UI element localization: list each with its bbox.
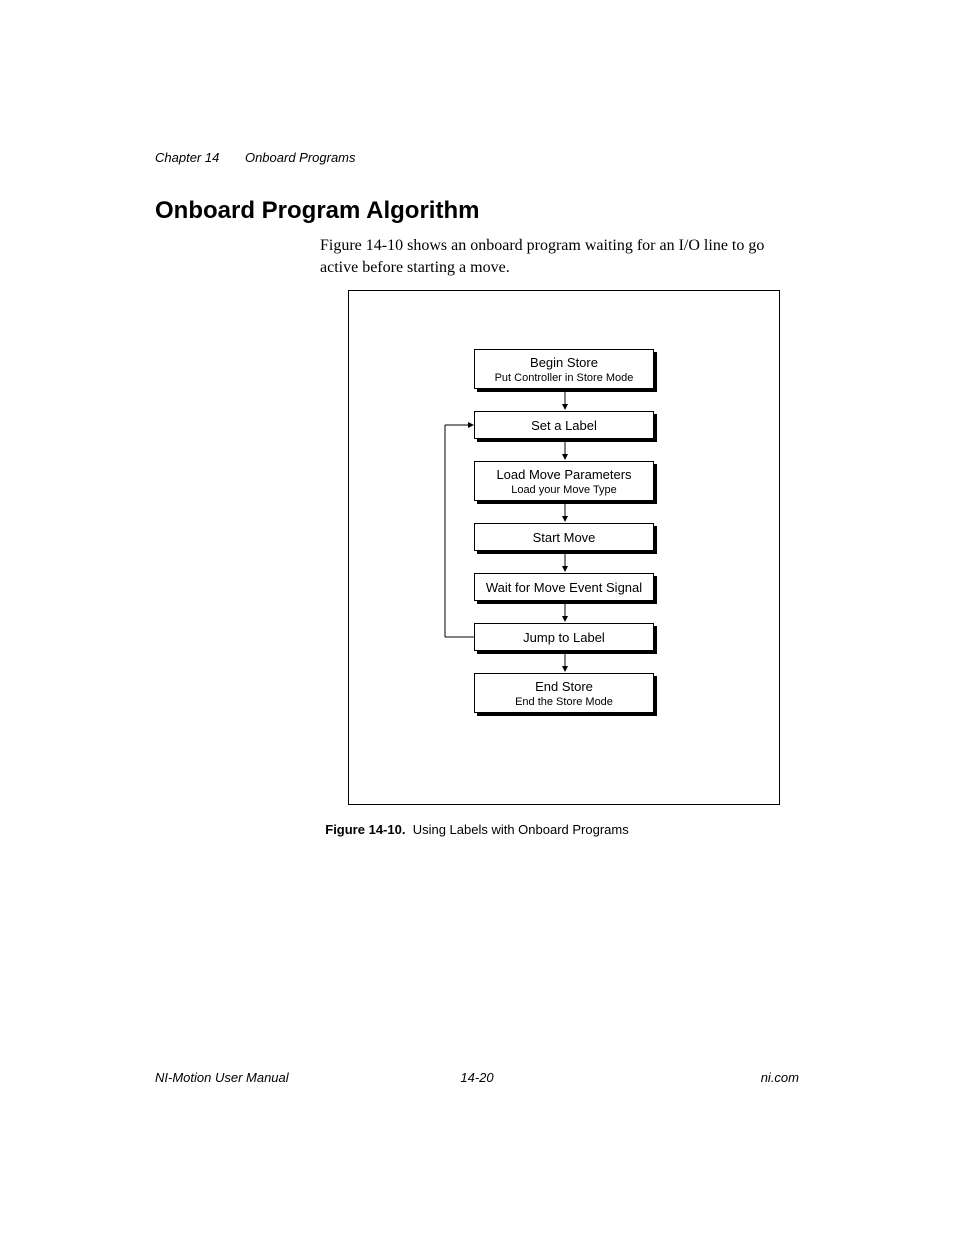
flow-node-label: Set a Label — [474, 411, 654, 439]
flow-node-subtitle: End the Store Mode — [515, 696, 613, 708]
flow-node-begin: Begin Store Put Controller in Store Mode — [474, 349, 654, 389]
flow-node-title: End Store — [535, 679, 593, 694]
figure-caption-label: Figure 14-10. — [325, 822, 405, 837]
flow-node-subtitle: Put Controller in Store Mode — [495, 372, 634, 384]
footer-center: 14-20 — [0, 1070, 954, 1085]
figure-frame: Begin Store Put Controller in Store Mode S… — [348, 290, 780, 805]
header-title: Onboard Programs — [245, 150, 356, 165]
flow-node-title: Wait for Move Event Signal — [486, 580, 642, 595]
flow-node-start: Start Move — [474, 523, 654, 551]
flow-node-wait: Wait for Move Event Signal — [474, 573, 654, 601]
footer-right: ni.com — [761, 1070, 799, 1085]
flow-node-title: Begin Store — [530, 355, 598, 370]
flow-node-subtitle: Load your Move Type — [511, 484, 617, 496]
figure-caption: Figure 14-10. Using Labels with Onboard … — [0, 822, 954, 837]
intro-paragraph: Figure 14-10 shows an onboard program wa… — [320, 235, 800, 278]
header-chapter: Chapter 14 — [155, 150, 219, 165]
flow-node-title: Set a Label — [531, 418, 597, 433]
flow-node-title: Load Move Parameters — [496, 467, 631, 482]
flow-node-end: End Store End the Store Mode — [474, 673, 654, 713]
section-heading: Onboard Program Algorithm — [155, 197, 479, 225]
flow-node-title: Start Move — [533, 530, 596, 545]
page: Chapter 14 Onboard Programs Onboard Prog… — [0, 0, 954, 1235]
flow-node-title: Jump to Label — [523, 630, 605, 645]
page-header: Chapter 14 Onboard Programs — [155, 150, 356, 165]
flow-node-load: Load Move Parameters Load your Move Type — [474, 461, 654, 501]
flow-node-jump: Jump to Label — [474, 623, 654, 651]
figure-caption-text: Using Labels with Onboard Programs — [413, 822, 629, 837]
